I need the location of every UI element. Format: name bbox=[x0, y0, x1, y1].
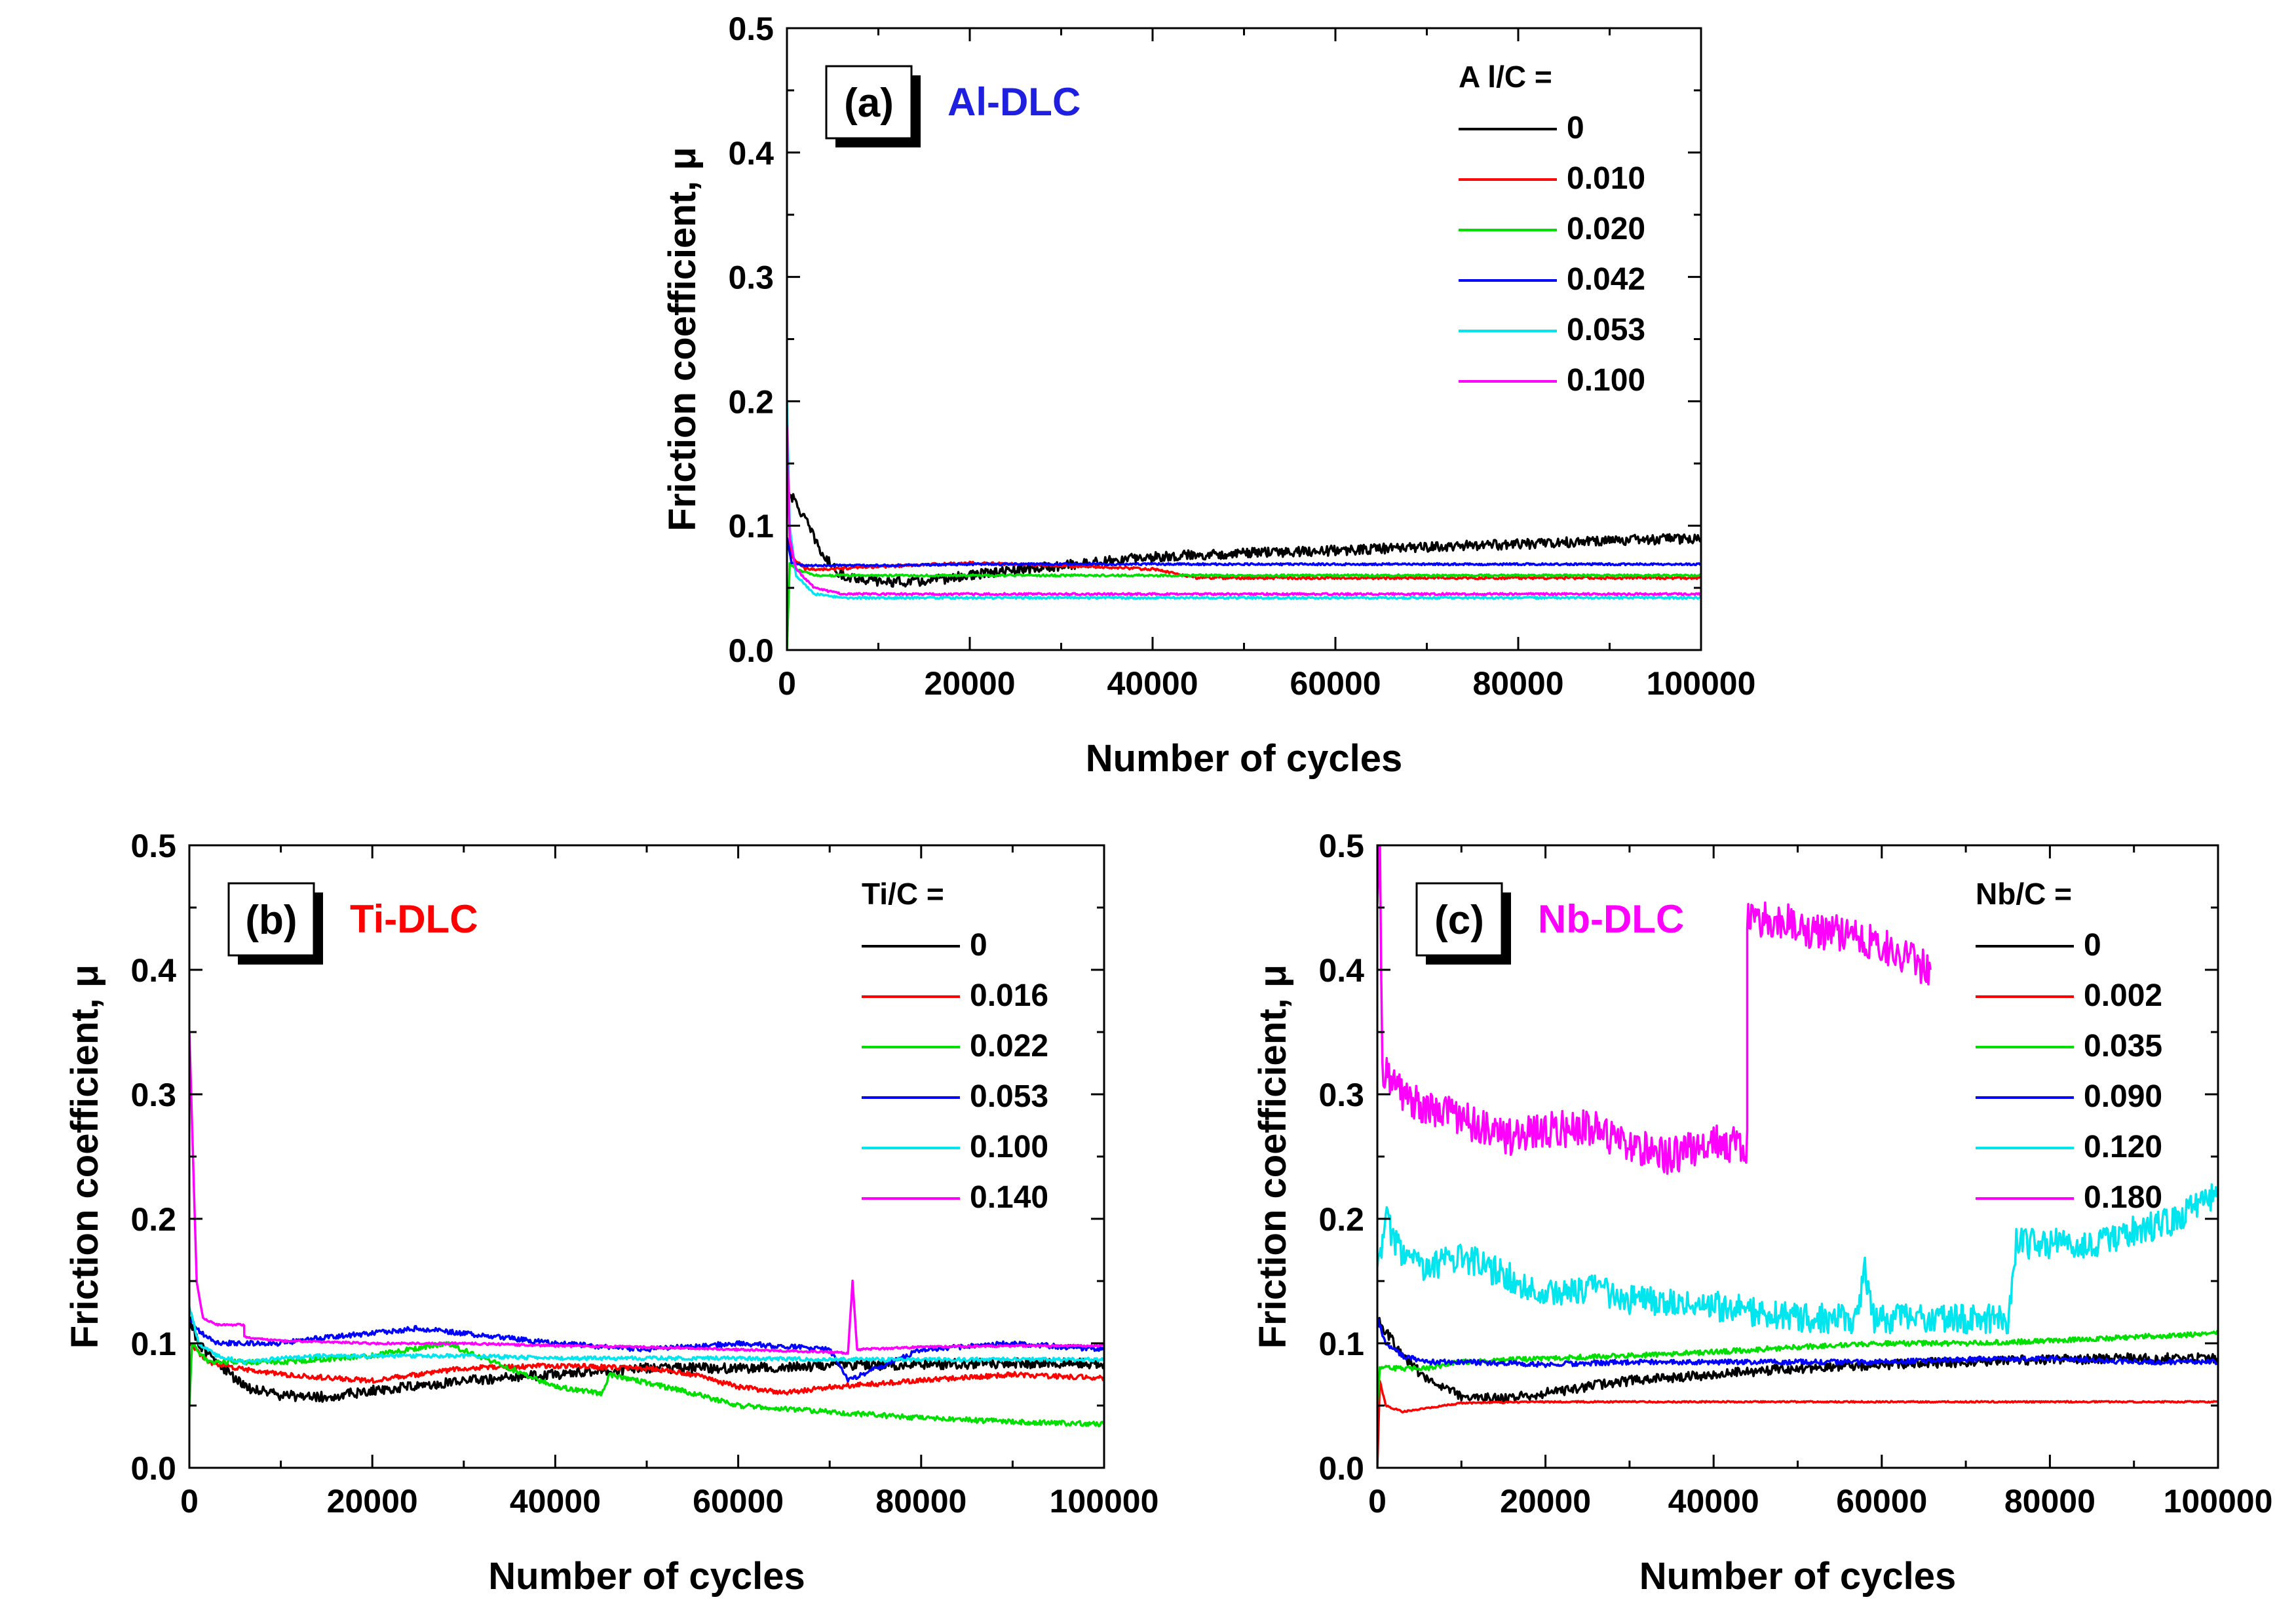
x-tick-label: 20000 bbox=[1500, 1483, 1591, 1520]
x-tick-label: 100000 bbox=[1647, 665, 1756, 702]
series-line-0.180 bbox=[1377, 845, 1932, 1175]
panel-a: 0.0 0.1 0.2 0.3 0.4 0.5 0 20000 40000 60000 80000 1… bbox=[661, 10, 1755, 780]
series-line-0.016 bbox=[189, 1342, 1104, 1396]
legend-label: 0.180 bbox=[2084, 1180, 2162, 1215]
y-tick-label: 0.2 bbox=[1318, 1201, 1364, 1238]
legend-title: Ti/C = bbox=[862, 877, 944, 911]
panel-label: (a) bbox=[844, 81, 894, 126]
panel-label: (c) bbox=[1434, 898, 1484, 943]
y-tick-label: 0.5 bbox=[728, 10, 774, 47]
panel-b: 0.0 0.1 0.2 0.3 0.4 0.5 0 20000 40000 60000 80000 1… bbox=[64, 828, 1158, 1598]
series-line-0.042 bbox=[787, 537, 1701, 568]
legend-label: 0.016 bbox=[970, 978, 1048, 1013]
material-label: Nb-DLC bbox=[1538, 897, 1684, 941]
legend-label: 0.120 bbox=[2084, 1130, 2162, 1164]
panel-label-box bbox=[1415, 882, 1503, 957]
series-group bbox=[1377, 845, 2218, 1468]
x-tick-label: 80000 bbox=[1472, 665, 1563, 702]
series-line-0.090 bbox=[1377, 1317, 2218, 1368]
panel-label-box bbox=[825, 65, 913, 140]
x-tick-label: 0 bbox=[1368, 1483, 1387, 1520]
legend-label: 0 bbox=[970, 928, 987, 963]
legend-label: 0 bbox=[2084, 928, 2101, 963]
y-axis-label: Friction coefficient, μ bbox=[1252, 965, 1294, 1349]
x-tick-label: 0 bbox=[778, 665, 796, 702]
legend-label: 0.022 bbox=[970, 1029, 1048, 1064]
y-axis-label: Friction coefficient, μ bbox=[64, 965, 106, 1349]
y-tick-label: 0.4 bbox=[1318, 952, 1364, 989]
series-line-0.100 bbox=[787, 425, 1701, 596]
y-tick-label: 0.3 bbox=[728, 259, 774, 296]
x-tick-label: 100000 bbox=[2164, 1483, 2273, 1520]
legend-label: 0.035 bbox=[2084, 1029, 2162, 1064]
legend-label: 0.100 bbox=[1567, 363, 1645, 398]
x-tick-label: 80000 bbox=[2004, 1483, 2095, 1520]
series-group bbox=[787, 400, 1701, 650]
x-tick-label: 60000 bbox=[1290, 665, 1381, 702]
y-tick-label: 0.5 bbox=[1318, 828, 1364, 864]
series-line-0.002 bbox=[1377, 1379, 2218, 1468]
legend-label: 0.010 bbox=[1567, 161, 1645, 196]
panel-c: 0.0 0.1 0.2 0.3 0.4 0.5 0 20000 40000 60000 80000 1… bbox=[1252, 828, 2272, 1598]
y-tick-label: 0.3 bbox=[130, 1077, 176, 1113]
x-tick-label: 100000 bbox=[1050, 1483, 1159, 1520]
y-tick-label: 0.5 bbox=[130, 828, 176, 864]
series-line-0.020 bbox=[787, 562, 1701, 650]
legend-title: A l/C = bbox=[1459, 60, 1552, 94]
x-axis-label: Number of cycles bbox=[1639, 1555, 1957, 1598]
y-tick-label: 0.1 bbox=[130, 1326, 176, 1362]
y-tick-label: 0.4 bbox=[130, 952, 176, 989]
x-tick-label: 80000 bbox=[875, 1483, 966, 1520]
material-label: Ti-DLC bbox=[350, 897, 478, 941]
x-axis-label: Number of cycles bbox=[1086, 737, 1403, 780]
series-line-0.140 bbox=[189, 1032, 1104, 1355]
x-tick-label: 20000 bbox=[327, 1483, 418, 1520]
x-tick-label: 40000 bbox=[1107, 665, 1198, 702]
x-tick-label: 40000 bbox=[1668, 1483, 1759, 1520]
y-tick-label: 0.4 bbox=[728, 135, 774, 172]
y-tick-label: 0.0 bbox=[130, 1450, 176, 1487]
legend-label: 0.053 bbox=[970, 1079, 1048, 1114]
x-tick-label: 0 bbox=[180, 1483, 199, 1520]
series-line-0.035 bbox=[1377, 1330, 2218, 1406]
legend-label: 0.042 bbox=[1567, 262, 1645, 297]
legend-label: 0.002 bbox=[2084, 978, 2162, 1013]
y-tick-label: 0.0 bbox=[728, 632, 774, 669]
series-line-0.120 bbox=[1377, 1183, 2218, 1335]
x-tick-label: 40000 bbox=[510, 1483, 601, 1520]
x-tick-label: 60000 bbox=[693, 1483, 784, 1520]
panel-label-box bbox=[227, 882, 315, 957]
series-line-0.022 bbox=[189, 1341, 1104, 1428]
series-line-0 bbox=[787, 487, 1701, 588]
series-line-0.053 bbox=[787, 400, 1701, 600]
y-tick-label: 0.1 bbox=[728, 508, 774, 545]
series-group bbox=[189, 1032, 1104, 1428]
y-tick-label: 0.2 bbox=[130, 1201, 176, 1238]
y-tick-label: 0.2 bbox=[728, 383, 774, 420]
x-tick-label: 20000 bbox=[924, 665, 1015, 702]
y-axis-label: Friction coefficient, μ bbox=[661, 147, 704, 531]
y-tick-label: 0.3 bbox=[1318, 1077, 1364, 1113]
y-tick-label: 0.0 bbox=[1318, 1450, 1364, 1487]
legend-title: Nb/C = bbox=[1976, 877, 2072, 911]
legend-label: 0.090 bbox=[2084, 1079, 2162, 1114]
legend-label: 0.100 bbox=[970, 1130, 1048, 1164]
legend-label: 0 bbox=[1567, 111, 1584, 145]
y-tick-label: 0.1 bbox=[1318, 1326, 1364, 1362]
legend-label: 0.020 bbox=[1567, 212, 1645, 246]
series-line-0.100 bbox=[189, 1307, 1104, 1366]
legend-label: 0.053 bbox=[1567, 313, 1645, 347]
x-axis-label: Number of cycles bbox=[488, 1555, 805, 1598]
material-label: Al-DLC bbox=[947, 80, 1081, 124]
plot-frame bbox=[188, 844, 1105, 1469]
x-tick-label: 60000 bbox=[1836, 1483, 1927, 1520]
legend-label: 0.140 bbox=[970, 1180, 1048, 1215]
panel-label: (b) bbox=[245, 898, 297, 943]
plot-frame bbox=[786, 27, 1702, 651]
